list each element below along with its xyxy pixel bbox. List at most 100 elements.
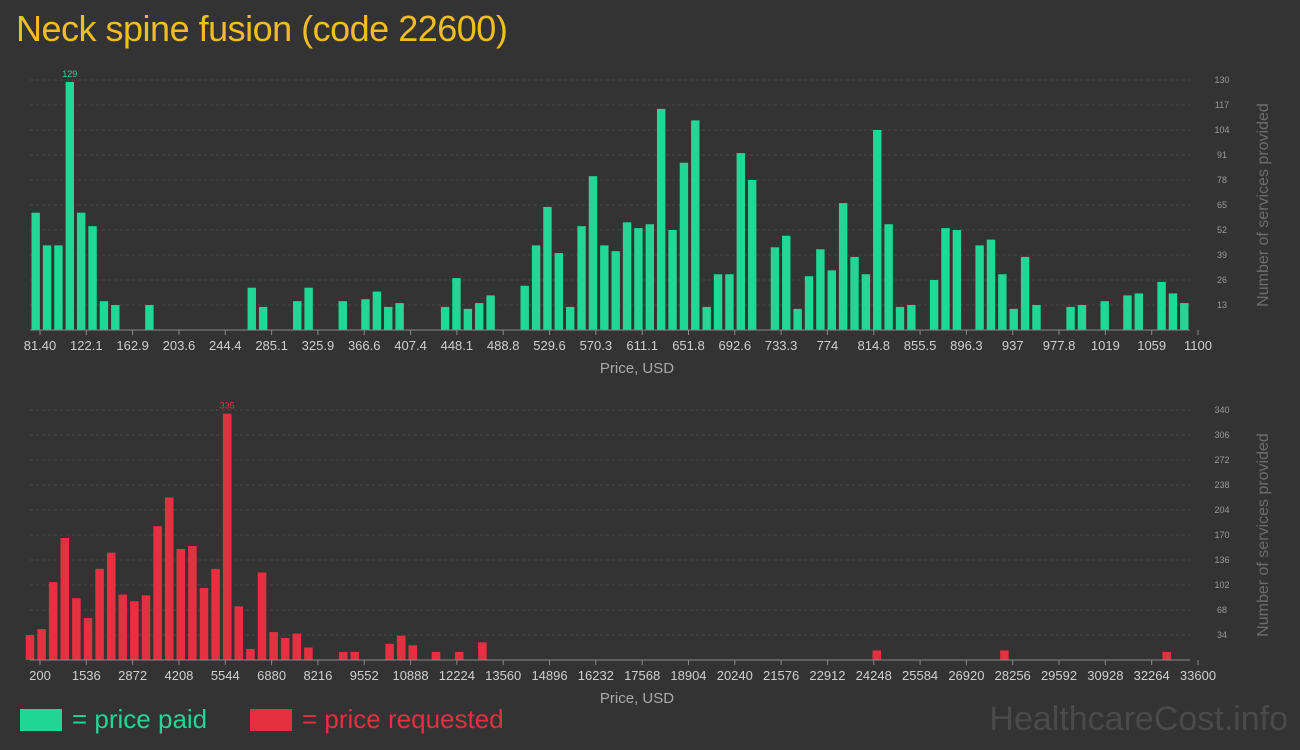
y-tick-label: 39 <box>1217 250 1227 260</box>
bar <box>656 108 666 330</box>
bar <box>385 643 394 660</box>
x-tick-label: 4208 <box>164 668 193 683</box>
bar <box>25 635 35 660</box>
x-tick-label: 611.1 <box>626 338 658 353</box>
bar <box>679 162 689 330</box>
bar <box>478 642 487 660</box>
x-tick-label: 1019 <box>1091 338 1120 353</box>
x-tick-label: 1100 <box>1184 338 1212 353</box>
bar <box>304 647 313 660</box>
x-tick-label: 896.3 <box>950 338 983 353</box>
x-tick-label: 366.6 <box>348 338 381 353</box>
bar <box>141 595 151 660</box>
bar <box>736 153 745 330</box>
x-tick-label: 6880 <box>257 668 286 683</box>
x-tick-label: 200 <box>29 668 51 683</box>
bar <box>1020 256 1030 330</box>
x-tick-label: 977.8 <box>1043 338 1076 353</box>
x-tick-label: 29592 <box>1041 668 1077 683</box>
y-tick-label: 34 <box>1217 630 1227 640</box>
bar <box>454 651 464 660</box>
bar <box>475 303 484 330</box>
bar <box>531 245 541 330</box>
x-tick-label: 14896 <box>531 668 567 683</box>
bar <box>725 274 734 330</box>
x-tick-label: 17568 <box>624 668 660 683</box>
x-tick-label: 774 <box>817 338 839 353</box>
bar <box>600 245 609 330</box>
bar <box>188 546 197 660</box>
bar <box>164 497 174 660</box>
legend-swatch-paid <box>20 708 62 731</box>
bar <box>222 413 232 660</box>
bar <box>72 598 81 660</box>
x-tick-label: 28256 <box>995 668 1031 683</box>
bar <box>907 305 916 330</box>
bar <box>395 303 404 330</box>
y-tick-label: 102 <box>1214 580 1229 590</box>
x-tick-label: 1536 <box>72 668 101 683</box>
bar <box>60 537 70 660</box>
y-axis-title: Number of services provided <box>1255 433 1272 637</box>
bar <box>1000 650 1009 660</box>
x-axis-title: Price, USD <box>600 690 674 707</box>
bar <box>577 226 586 330</box>
bar <box>838 203 848 330</box>
bar <box>827 270 836 330</box>
bar <box>486 295 495 330</box>
bar <box>37 629 46 660</box>
x-tick-label: 122.1 <box>70 338 103 353</box>
bar <box>941 228 950 330</box>
bar <box>770 247 780 330</box>
x-tick-label: 33600 <box>1180 668 1216 683</box>
bar <box>713 274 723 330</box>
bar <box>130 601 139 660</box>
x-tick-label: 570.3 <box>580 338 613 353</box>
x-axis-title: Price, USD <box>600 360 674 377</box>
x-tick-label: 12224 <box>439 668 475 683</box>
bar <box>565 306 575 330</box>
bar <box>292 633 302 660</box>
x-tick-label: 692.6 <box>719 338 752 353</box>
bar <box>1134 293 1144 330</box>
bar <box>998 274 1007 330</box>
x-tick-label: 20240 <box>717 668 753 683</box>
bar <box>895 306 905 330</box>
x-tick-label: 24248 <box>856 668 892 683</box>
x-tick-label: 21576 <box>763 668 799 683</box>
bar <box>702 306 711 330</box>
bar <box>372 291 382 330</box>
x-tick-label: 448.1 <box>441 338 474 353</box>
y-tick-label: 117 <box>1215 100 1229 110</box>
x-tick-label: 2872 <box>118 668 147 683</box>
bar <box>338 651 348 660</box>
bar <box>1123 295 1132 330</box>
bar <box>952 230 962 330</box>
x-tick-label: 32264 <box>1134 668 1170 683</box>
y-axis-title: Number of services provided <box>1255 103 1272 307</box>
bar <box>246 648 255 660</box>
bar <box>1157 281 1166 330</box>
bar <box>463 308 473 330</box>
bar <box>95 568 104 660</box>
bar <box>408 645 418 660</box>
bar <box>850 256 859 330</box>
bar <box>691 120 700 330</box>
bar <box>396 635 406 660</box>
x-tick-label: 855.5 <box>904 338 937 353</box>
bar <box>884 224 893 330</box>
legend-swatch-requested <box>250 708 292 731</box>
bar <box>211 568 220 660</box>
bar <box>1100 301 1109 330</box>
bar <box>83 618 93 660</box>
x-tick-label: 529.6 <box>533 338 566 353</box>
bar <box>111 305 120 330</box>
bar <box>543 206 552 330</box>
bar <box>804 276 814 330</box>
bar <box>588 176 598 330</box>
bar <box>873 130 882 330</box>
y-tick-label: 52 <box>1217 225 1227 235</box>
bar <box>234 606 244 660</box>
page-title: Neck spine fusion (code 22600) <box>16 8 508 49</box>
x-tick-label: 325.9 <box>302 338 335 353</box>
